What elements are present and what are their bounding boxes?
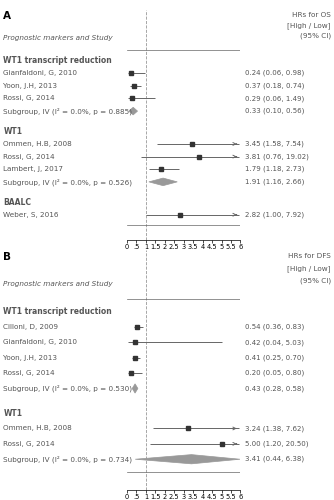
Text: WT1: WT1 [3, 408, 22, 418]
Text: (95% CI): (95% CI) [300, 278, 331, 284]
Text: Gianfaldoni, G, 2010: Gianfaldoni, G, 2010 [3, 70, 77, 76]
Text: WT1 transcript reduction: WT1 transcript reduction [3, 56, 112, 65]
Text: 2.82 (1.00, 7.92): 2.82 (1.00, 7.92) [245, 212, 305, 218]
Text: WT1: WT1 [3, 127, 22, 136]
Text: 1.91 (1.16, 2.66): 1.91 (1.16, 2.66) [245, 178, 305, 185]
Text: 3.81 (0.76, 19.02): 3.81 (0.76, 19.02) [245, 154, 309, 160]
Text: Prognostic markers and Study: Prognostic markers and Study [3, 281, 113, 287]
Text: Prognostic markers and Study: Prognostic markers and Study [3, 34, 113, 41]
Text: Subgroup, IV (I² = 0.0%, p = 0.530): Subgroup, IV (I² = 0.0%, p = 0.530) [3, 384, 132, 392]
Polygon shape [132, 384, 138, 393]
Text: 0.42 (0.04, 5.03): 0.42 (0.04, 5.03) [245, 339, 305, 345]
Text: 0.37 (0.18, 0.74): 0.37 (0.18, 0.74) [245, 82, 305, 89]
Text: 0.29 (0.06, 1.49): 0.29 (0.06, 1.49) [245, 95, 305, 102]
Text: Yoon, J.H, 2013: Yoon, J.H, 2013 [3, 83, 57, 89]
Polygon shape [129, 108, 138, 115]
Text: [High / Low]: [High / Low] [287, 265, 331, 272]
Text: Weber, S, 2016: Weber, S, 2016 [3, 212, 59, 218]
Text: 3.41 (0.44, 6.38): 3.41 (0.44, 6.38) [245, 456, 305, 462]
Text: Gianfaldoni, G, 2010: Gianfaldoni, G, 2010 [3, 340, 77, 345]
Text: Ommen, H.B, 2008: Ommen, H.B, 2008 [3, 426, 72, 432]
Text: BAALC: BAALC [3, 198, 31, 206]
Text: 0.54 (0.36, 0.83): 0.54 (0.36, 0.83) [245, 324, 305, 330]
Text: Rossi, G, 2014: Rossi, G, 2014 [3, 96, 55, 102]
Text: B: B [3, 252, 11, 262]
Text: Yoon, J.H, 2013: Yoon, J.H, 2013 [3, 354, 57, 360]
Text: 5.00 (1.20, 20.50): 5.00 (1.20, 20.50) [245, 440, 309, 447]
Text: Rossi, G, 2014: Rossi, G, 2014 [3, 154, 55, 160]
Text: Subgroup, IV (I² = 0.0%, p = 0.885): Subgroup, IV (I² = 0.0%, p = 0.885) [3, 108, 132, 115]
Text: WT1 transcript reduction: WT1 transcript reduction [3, 307, 112, 316]
Text: 0.43 (0.28, 0.58): 0.43 (0.28, 0.58) [245, 385, 305, 392]
Text: Subgroup, IV (I² = 0.0%, p = 0.734): Subgroup, IV (I² = 0.0%, p = 0.734) [3, 456, 132, 463]
Text: Subgroup, IV (I² = 0.0%, p = 0.526): Subgroup, IV (I² = 0.0%, p = 0.526) [3, 178, 132, 186]
Text: Ommen, H.B, 2008: Ommen, H.B, 2008 [3, 141, 72, 147]
Text: HRs for OS: HRs for OS [292, 12, 331, 18]
Text: 0.24 (0.06, 0.98): 0.24 (0.06, 0.98) [245, 70, 305, 76]
Polygon shape [149, 178, 177, 186]
Text: Rossi, G, 2014: Rossi, G, 2014 [3, 370, 55, 376]
Text: 0.20 (0.05, 0.80): 0.20 (0.05, 0.80) [245, 370, 305, 376]
Text: HRs for DFS: HRs for DFS [288, 253, 331, 259]
Text: [High / Low]: [High / Low] [287, 22, 331, 29]
Text: (95% CI): (95% CI) [300, 32, 331, 38]
Text: 1.79 (1.18, 2.73): 1.79 (1.18, 2.73) [245, 166, 305, 172]
Text: A: A [3, 12, 11, 22]
Text: 0.33 (0.10, 0.56): 0.33 (0.10, 0.56) [245, 108, 305, 114]
Text: 3.24 (1.38, 7.62): 3.24 (1.38, 7.62) [245, 425, 305, 432]
Text: 3.45 (1.58, 7.54): 3.45 (1.58, 7.54) [245, 140, 304, 147]
Text: Lambert, J, 2017: Lambert, J, 2017 [3, 166, 63, 172]
Text: Rossi, G, 2014: Rossi, G, 2014 [3, 441, 55, 447]
Text: 0.41 (0.25, 0.70): 0.41 (0.25, 0.70) [245, 354, 305, 361]
Polygon shape [135, 454, 240, 464]
Text: Cilloni, D, 2009: Cilloni, D, 2009 [3, 324, 58, 330]
